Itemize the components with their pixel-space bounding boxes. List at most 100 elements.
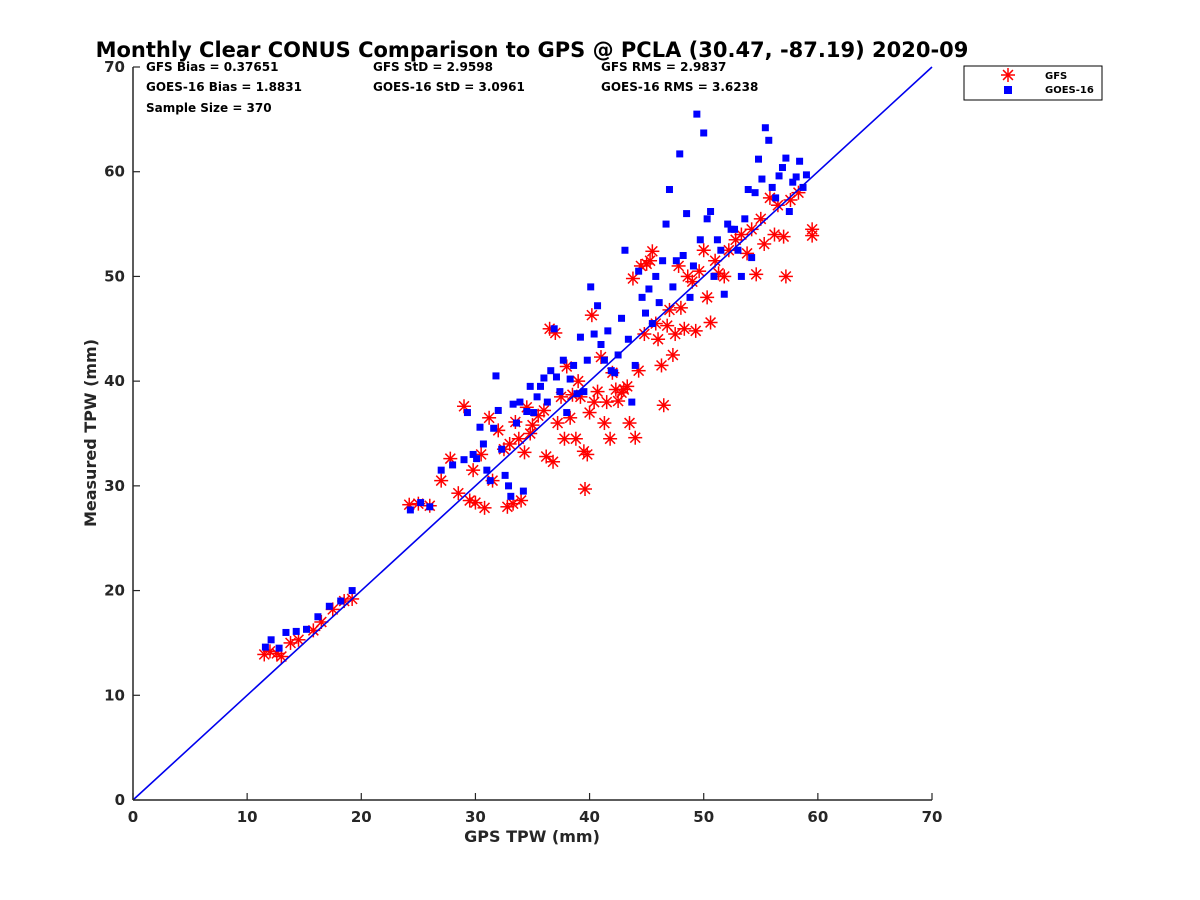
goes16-point <box>669 283 677 291</box>
goes16-point <box>600 356 608 364</box>
goes16-point <box>802 171 810 179</box>
legend-box <box>963 65 1103 101</box>
gfs-point <box>778 269 793 284</box>
goes16-point <box>755 155 763 163</box>
goes16-point <box>566 375 574 383</box>
goes16-point <box>526 382 534 390</box>
goes16-point <box>611 369 619 377</box>
x-tick-label: 30 <box>465 808 486 826</box>
goes16-point <box>744 186 752 194</box>
goes16-point <box>765 136 773 144</box>
goes16-point <box>417 499 425 507</box>
goes16-point <box>314 613 322 621</box>
goes16-point <box>513 419 521 427</box>
x-tick-label: 70 <box>922 808 943 826</box>
goes16-point <box>473 455 481 463</box>
gfs-point <box>568 431 583 446</box>
goes16-point <box>734 246 742 254</box>
goes16-point <box>635 267 643 275</box>
stats-annotations: GFS Bias = 0.37651 GFS StD = 2.9598 GFS … <box>146 60 758 115</box>
goes16-point <box>547 367 555 375</box>
goes16-point <box>621 246 629 254</box>
gfs-point <box>625 271 640 286</box>
goes16-point <box>583 356 591 364</box>
gfs-point <box>580 447 595 462</box>
gfs-point <box>637 327 652 342</box>
y-tick-label: 60 <box>104 163 125 181</box>
x-tick-label: 50 <box>693 808 714 826</box>
gfs-point <box>523 426 538 441</box>
gfs-point <box>597 416 612 431</box>
goes16-point <box>624 335 632 343</box>
gfs-point <box>603 431 618 446</box>
gfs-point <box>673 300 688 315</box>
legend: GFS GOES-16 <box>963 65 1103 101</box>
chart-title: Monthly Clear CONUS Comparison to GPS @ … <box>96 38 969 62</box>
goes16-point <box>490 424 498 432</box>
goes16-point <box>590 330 598 338</box>
goes16-point <box>519 487 527 495</box>
y-axis-label: Measured TPW (mm) <box>81 339 100 527</box>
goes16-point <box>348 587 356 595</box>
goes16-point <box>679 251 687 259</box>
gfs-point <box>620 379 635 394</box>
goes16-point <box>530 409 538 417</box>
gfs-rms-text: GFS RMS = 2.9837 <box>601 60 726 74</box>
goes16-point <box>741 215 749 223</box>
goes16-point <box>516 398 524 406</box>
gfs-point <box>599 395 614 410</box>
goes16-point <box>498 445 506 453</box>
gfs-point <box>677 321 692 336</box>
gfs-point <box>703 315 718 330</box>
gfs-point <box>696 243 711 258</box>
legend-gfs-marker <box>1001 68 1015 82</box>
goes16-point <box>778 164 786 172</box>
goes16-point <box>337 597 345 605</box>
y-tick-label: 0 <box>115 791 125 809</box>
goes16-point <box>483 466 491 474</box>
gfs-point <box>791 185 806 200</box>
goes16-point <box>758 175 766 183</box>
goes16-point <box>559 356 567 364</box>
goes16-point <box>486 477 494 485</box>
gfs-point <box>525 418 540 433</box>
goes16-point <box>463 409 471 417</box>
gfs-point <box>651 332 666 347</box>
x-tick-label: 20 <box>351 808 372 826</box>
gfs-point <box>628 430 643 445</box>
goes16-point <box>267 636 275 644</box>
goes16-point <box>406 506 414 514</box>
goes16-point <box>772 194 780 202</box>
gfs-point <box>451 486 466 501</box>
goes16-point <box>693 110 701 118</box>
gfs-point <box>734 227 749 242</box>
y-tick-label: 20 <box>104 582 125 600</box>
goes16-point <box>785 208 793 216</box>
gfs-point <box>477 500 492 515</box>
goes16-point <box>662 220 670 228</box>
gfs-point <box>757 236 772 251</box>
goes16-point <box>563 409 571 417</box>
x-ticks: 0 10 20 30 40 50 60 70 <box>128 793 943 826</box>
x-tick-label: 0 <box>128 808 138 826</box>
gfs-point <box>536 403 551 418</box>
goes16-point <box>479 440 487 448</box>
gfs-point <box>517 445 532 460</box>
goes16-point <box>638 293 646 301</box>
goes16-point <box>570 361 578 369</box>
gfs-point <box>578 481 593 496</box>
gfs-point <box>665 347 680 362</box>
series-goes-16 <box>261 110 810 652</box>
goes16-point <box>501 471 509 479</box>
gfs-point <box>514 493 529 508</box>
gfs-point <box>744 222 759 237</box>
y-tick-label: 70 <box>104 58 125 76</box>
goes16-point <box>604 327 612 335</box>
gfs-point <box>668 327 683 342</box>
goes16-rms-text: GOES-16 RMS = 3.6238 <box>601 80 758 94</box>
goes16-point <box>707 208 715 216</box>
goes16-point <box>775 172 783 180</box>
gfs-point <box>776 229 791 244</box>
legend-goes16-square <box>1004 86 1012 94</box>
gfs-point <box>767 227 782 242</box>
